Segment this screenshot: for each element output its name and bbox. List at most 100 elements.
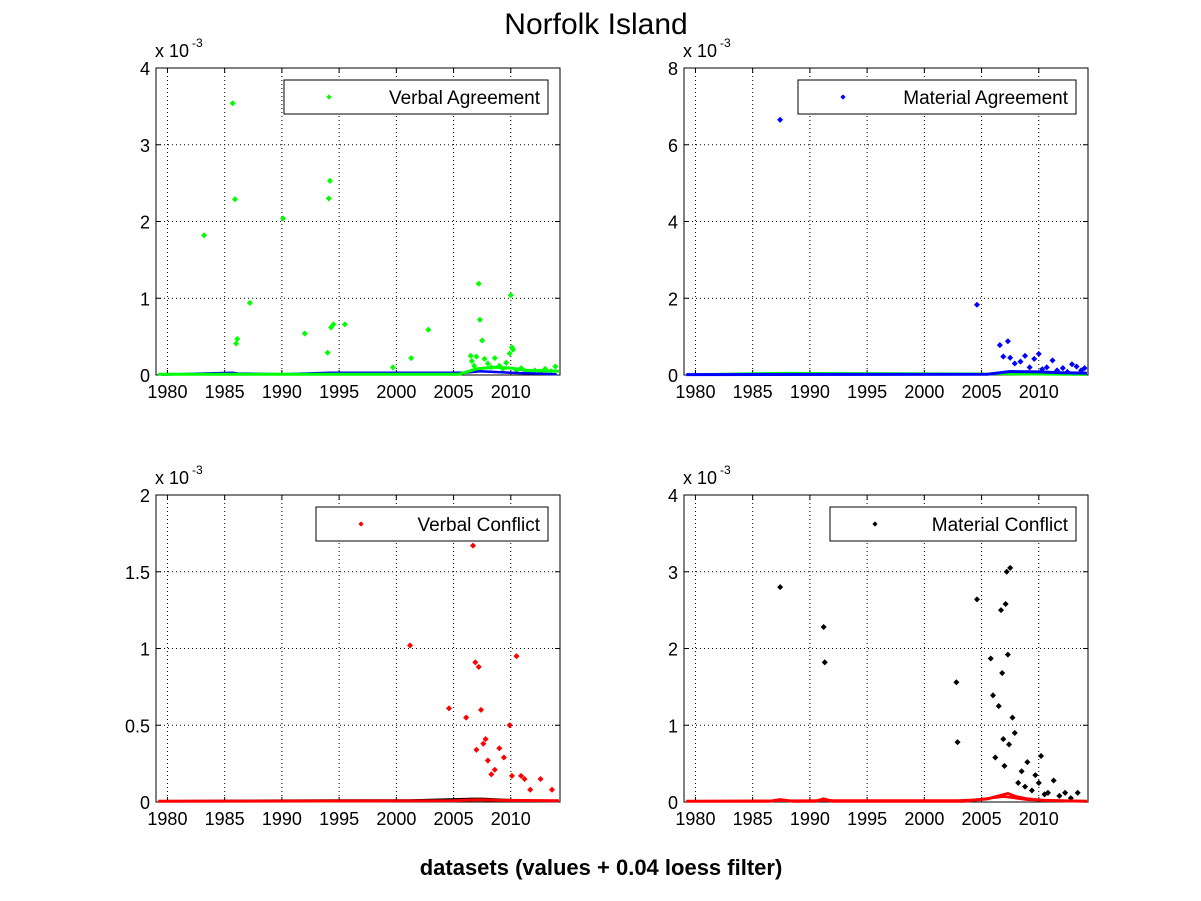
data-point <box>548 786 556 793</box>
data-point <box>1022 352 1029 359</box>
legend: Material Conflict <box>829 506 1077 542</box>
data-point <box>1081 365 1088 372</box>
data-point <box>469 542 477 549</box>
data-point <box>1035 350 1042 357</box>
data-point <box>475 280 482 287</box>
data-point <box>389 364 396 371</box>
y-tick-label: 4 <box>668 213 678 233</box>
data-point <box>475 663 482 670</box>
x-tick-label: 1995 <box>319 809 359 829</box>
legend-box <box>829 506 1077 542</box>
y-tick-label: 0 <box>140 793 150 813</box>
legend: Verbal Agreement <box>283 79 549 115</box>
data-point <box>445 705 453 712</box>
x-tick-label: 2000 <box>376 809 416 829</box>
data-point <box>482 736 489 743</box>
legend-label: Material Agreement <box>903 88 1068 109</box>
data-point <box>473 746 480 753</box>
data-point <box>484 360 491 367</box>
y-tick-label: 0.5 <box>125 716 150 736</box>
data-point <box>1006 741 1013 748</box>
subplot-4: 1980 1985 1990 1995 2000 2005 2010 0 1 2 3 4x 10 -3 M… <box>668 463 1089 829</box>
data-point <box>479 337 486 344</box>
data-point <box>473 353 480 360</box>
x-tick-label: 2000 <box>904 809 944 829</box>
legend: Material Agreement <box>797 79 1077 115</box>
data-point <box>1043 364 1050 371</box>
data-point <box>1011 360 1018 367</box>
data-point <box>408 355 415 362</box>
data-point <box>476 316 483 323</box>
figure-xlabel: datasets (values + 0.04 loess filter) <box>420 855 783 880</box>
data-point <box>1038 752 1045 759</box>
data-point <box>518 772 525 779</box>
data-point <box>973 596 981 603</box>
y-tick-label: 1 <box>140 289 150 309</box>
data-point <box>1024 759 1031 766</box>
legend-marker <box>872 521 878 527</box>
data-point <box>1031 355 1038 362</box>
data-point <box>1003 568 1010 575</box>
data-point <box>999 670 1006 677</box>
data-point <box>506 350 513 357</box>
data-point <box>472 659 479 666</box>
data-point <box>997 607 1005 614</box>
subplot-3: 1980 1985 1990 1995 2000 2005 2010 0 0.5 1 1.5 2x 1… <box>125 463 561 829</box>
data-point <box>496 745 503 752</box>
legend-label: Verbal Agreement <box>389 88 541 109</box>
x-tick-label: 1985 <box>205 809 245 829</box>
y-multiplier: x 10 <box>683 468 717 488</box>
y-multiplier-exponent: -3 <box>720 463 731 477</box>
data-point <box>507 292 514 299</box>
data-point <box>500 754 507 761</box>
data-point <box>1049 357 1056 364</box>
legend-marker <box>326 94 332 100</box>
data-point <box>954 739 961 746</box>
y-tick-label: 3 <box>668 563 678 583</box>
data-point <box>506 722 513 729</box>
x-tick-label: 1985 <box>205 382 245 402</box>
data-point <box>1068 361 1076 368</box>
data-point <box>246 299 253 306</box>
data-point <box>481 355 488 362</box>
data-point <box>201 232 208 239</box>
y-tick-label: 1.5 <box>125 563 150 583</box>
legend: Verbal Conflict <box>315 506 549 542</box>
subplot-1: 1980 1985 1990 1995 2000 2005 2010 0 1 2 3 4x 10 -3 V… <box>140 36 561 402</box>
x-tick-label: 2005 <box>962 382 1002 402</box>
data-point <box>537 775 544 782</box>
x-tick-label: 2010 <box>491 809 531 829</box>
x-tick-label: 1990 <box>262 382 302 402</box>
data-point <box>488 771 495 778</box>
data-point <box>503 359 510 366</box>
data-point <box>1032 772 1039 779</box>
x-tick-label: 2000 <box>904 382 944 402</box>
data-point <box>953 679 960 686</box>
legend-marker <box>358 521 364 527</box>
data-point <box>425 326 432 333</box>
y-tick-label: 0 <box>668 793 678 813</box>
data-point <box>1022 783 1029 790</box>
data-point <box>1015 779 1022 786</box>
x-tick-label: 2010 <box>1019 809 1059 829</box>
x-tick-label: 2005 <box>434 809 474 829</box>
data-point <box>491 355 498 362</box>
data-point <box>508 772 515 779</box>
data-point <box>1004 651 1011 658</box>
x-tick-label: 1990 <box>790 809 830 829</box>
data-point <box>989 692 997 699</box>
legend-marker <box>840 94 846 100</box>
data-point <box>1000 736 1007 743</box>
data-point <box>234 335 241 342</box>
y-tick-label: 2 <box>140 213 150 233</box>
data-point <box>1007 564 1014 571</box>
loess-smooth-line <box>158 365 559 376</box>
y-tick-label: 3 <box>140 136 150 156</box>
x-tick-label: 1980 <box>147 809 187 829</box>
y-multiplier-exponent: -3 <box>192 463 203 477</box>
data-point <box>463 714 470 721</box>
y-multiplier: x 10 <box>155 468 189 488</box>
x-tick-label: 2000 <box>376 382 416 402</box>
data-point <box>468 358 475 365</box>
